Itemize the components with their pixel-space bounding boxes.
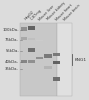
Text: Mouse liver: Mouse liver (38, 4, 56, 21)
Bar (44, 55, 52, 58)
Bar (36, 57, 43, 59)
Bar (21, 37, 27, 40)
Text: 100kDa-: 100kDa- (2, 28, 19, 32)
Bar (28, 48, 35, 52)
Text: Mouse heart: Mouse heart (55, 3, 73, 21)
Bar (53, 77, 60, 81)
Text: Mouse brain: Mouse brain (63, 3, 81, 21)
Text: KNG1: KNG1 (74, 58, 86, 62)
Bar (53, 61, 60, 64)
Bar (20, 23, 57, 96)
Text: 40kDa-: 40kDa- (5, 60, 19, 64)
Bar (21, 60, 27, 63)
Bar (21, 27, 27, 31)
Text: 35kDa-: 35kDa- (5, 67, 19, 71)
Bar (44, 66, 52, 69)
Bar (36, 40, 43, 41)
Text: Mouse kidney: Mouse kidney (46, 1, 66, 21)
Bar (28, 60, 35, 63)
Bar (28, 26, 35, 30)
Text: 55kDa-: 55kDa- (5, 49, 19, 53)
Bar (53, 53, 60, 56)
Text: HepG2: HepG2 (23, 10, 35, 21)
Text: 75kDa-: 75kDa- (5, 38, 19, 42)
Bar (57, 23, 72, 96)
Bar (28, 38, 35, 40)
Text: C-87mg: C-87mg (30, 8, 43, 21)
